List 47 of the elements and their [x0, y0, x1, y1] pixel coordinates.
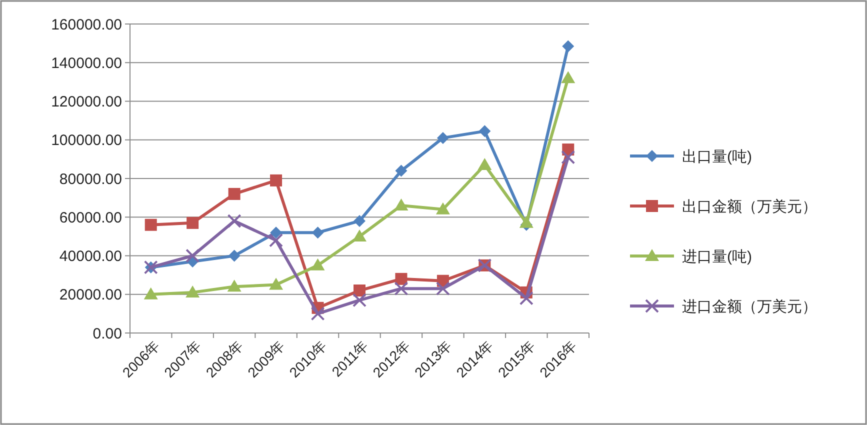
point — [478, 125, 491, 138]
point — [436, 132, 449, 144]
point — [561, 71, 576, 84]
point — [228, 188, 240, 200]
legend-label: 进口量(吨) — [682, 248, 752, 266]
point — [354, 284, 366, 297]
y-tick-label: 120000.00 — [51, 94, 122, 110]
y-tick-label: 100000.00 — [51, 132, 122, 150]
point — [394, 198, 408, 211]
y-tick-label: 60000.00 — [59, 209, 122, 226]
point — [436, 282, 450, 296]
point — [519, 216, 534, 228]
y-tick-label: 140000.00 — [51, 54, 122, 72]
point — [144, 218, 157, 231]
point — [310, 258, 325, 270]
point — [186, 248, 200, 263]
point — [561, 150, 576, 164]
point — [352, 293, 366, 308]
point — [352, 229, 366, 242]
legend-label: 出口量(吨) — [682, 148, 752, 166]
y-tick-label: 20000.00 — [59, 286, 122, 304]
point — [354, 214, 366, 227]
legend-label: 出口金额（万美元） — [682, 198, 817, 216]
point — [269, 278, 284, 290]
point — [269, 233, 284, 248]
point — [310, 306, 325, 321]
point — [186, 285, 200, 298]
point — [395, 164, 408, 177]
y-tick-label: 80000.00 — [59, 170, 122, 188]
point — [270, 174, 282, 186]
point — [227, 280, 242, 292]
point — [270, 226, 282, 239]
legend-label: 进口金额（万美元） — [682, 298, 817, 316]
point — [394, 282, 408, 296]
point — [186, 216, 199, 229]
point — [144, 287, 158, 300]
point — [478, 158, 492, 170]
point — [519, 291, 534, 306]
point — [228, 250, 240, 262]
y-tick-label: 40000.00 — [59, 248, 122, 265]
y-tick-label: 0.00 — [92, 325, 122, 342]
point — [436, 202, 450, 214]
point — [227, 214, 242, 228]
point — [395, 272, 408, 285]
point — [312, 226, 324, 239]
point — [562, 40, 574, 52]
y-tick-label: 160000.00 — [51, 16, 122, 34]
